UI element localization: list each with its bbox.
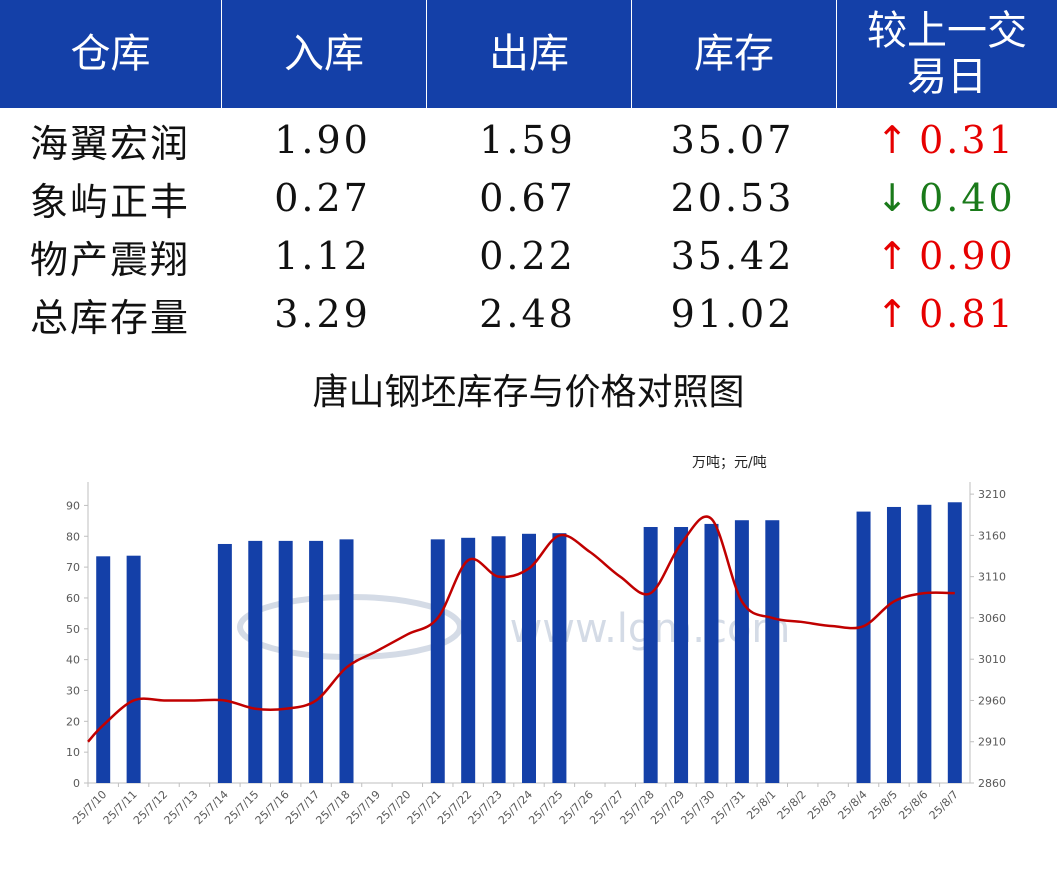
bar [856, 511, 871, 783]
bar [674, 527, 689, 783]
bar [704, 523, 719, 783]
y-tick-label-right: 3210 [978, 488, 1006, 501]
bar [491, 536, 506, 783]
bar [522, 533, 536, 783]
y-tick-label-right: 3160 [978, 529, 1006, 542]
y-tick-label-left: 30 [66, 684, 80, 697]
bar [339, 539, 354, 783]
header-change-line2: 易日 [907, 54, 987, 100]
bar [643, 527, 658, 783]
bar [278, 540, 293, 783]
y-tick-label-left: 10 [66, 746, 80, 759]
y-tick-label-left: 50 [66, 623, 80, 636]
y-tick-label-right: 2910 [978, 736, 1006, 749]
y-tick-label-right: 2860 [978, 777, 1006, 790]
bar [96, 556, 111, 783]
bar [309, 540, 324, 783]
table-row: 物产震翔 1.12 0.22 35.42 ↑ 0.90 [0, 227, 1057, 285]
row-change: ↑ 0.90 [835, 234, 1057, 278]
y-tick-label-right: 3010 [978, 653, 1006, 666]
row-name: 总库存量 [30, 295, 191, 340]
bar [917, 504, 932, 783]
y-tick-label-left: 0 [73, 777, 80, 790]
row-inbound: 0.27 [274, 176, 371, 220]
table-header: 仓库 入库 出库 库存 较上一交 易日 [0, 0, 1057, 108]
row-inbound: 1.12 [274, 234, 371, 278]
x-tick-label: 25/8/4 [835, 788, 869, 822]
bar [886, 506, 901, 783]
header-change: 较上一交 易日 [837, 0, 1057, 108]
header-change-line1: 较上一交 [867, 8, 1027, 54]
y-tick-label-left: 20 [66, 715, 80, 728]
row-stock: 35.07 [670, 118, 795, 162]
table-row: 象屿正丰 0.27 0.67 20.53 ↓ 0.40 [0, 169, 1057, 227]
bar [248, 540, 263, 783]
unit-label: 万吨；元/吨 [692, 455, 767, 471]
row-outbound: 2.48 [479, 292, 576, 336]
row-change: ↑ 0.31 [835, 118, 1057, 162]
row-change-value: 0.81 [919, 292, 1016, 336]
row-name: 物产震翔 [30, 237, 191, 282]
arrow-up-icon: ↑ [876, 234, 912, 278]
row-outbound: 0.22 [479, 234, 576, 278]
row-stock: 35.42 [670, 234, 795, 278]
header-inbound: 入库 [222, 0, 427, 108]
header-outbound: 出库 [427, 0, 632, 108]
bar [734, 520, 749, 783]
row-inbound: 3.29 [274, 292, 371, 336]
y-tick-label-left: 70 [66, 561, 80, 574]
row-outbound: 1.59 [479, 118, 576, 162]
bar [430, 539, 445, 783]
x-tick-label: 25/8/6 [896, 788, 930, 822]
bar [552, 533, 567, 783]
y-tick-label-left: 90 [66, 499, 80, 512]
y-tick-label-left: 60 [66, 592, 80, 605]
row-stock: 91.02 [670, 292, 795, 336]
header-warehouse: 仓库 [0, 0, 222, 108]
y-tick-label-right: 2960 [978, 694, 1006, 707]
price-line [87, 515, 955, 743]
x-tick-label: 25/8/1 [744, 788, 778, 822]
arrow-up-icon: ↑ [876, 292, 912, 336]
row-name: 象屿正丰 [30, 179, 191, 224]
row-change-value: 0.40 [919, 176, 1016, 220]
row-change-value: 0.31 [919, 118, 1016, 162]
x-tick-label: 25/7/31 [709, 788, 748, 827]
row-stock: 20.53 [670, 176, 795, 220]
bar [765, 520, 780, 783]
x-tick-label: 25/8/3 [805, 788, 839, 822]
y-tick-label-right: 3110 [978, 571, 1006, 584]
row-inbound: 1.90 [274, 118, 371, 162]
row-name: 海翼宏润 [30, 121, 191, 166]
bar [461, 537, 476, 783]
table-row: 海翼宏润 1.90 1.59 35.07 ↑ 0.31 [0, 111, 1057, 169]
chart-svg: www.lgm.com01020304050607080902860291029… [66, 482, 1006, 827]
table-row: 总库存量 3.29 2.48 91.02 ↑ 0.81 [0, 285, 1057, 343]
row-change-value: 0.90 [919, 234, 1016, 278]
row-change: ↓ 0.40 [835, 176, 1057, 220]
y-tick-label-left: 80 [66, 530, 80, 543]
x-tick-label: 25/8/7 [927, 788, 961, 822]
bar [126, 555, 141, 783]
row-outbound: 0.67 [479, 176, 576, 220]
arrow-up-icon: ↑ [876, 118, 912, 162]
row-change: ↑ 0.81 [835, 292, 1057, 336]
header-stock: 库存 [632, 0, 837, 108]
arrow-down-icon: ↓ [876, 176, 912, 220]
bar [947, 502, 962, 783]
y-tick-label-left: 40 [66, 654, 80, 667]
x-tick-label: 25/8/5 [866, 788, 900, 822]
y-tick-label-right: 3060 [978, 612, 1006, 625]
bar [217, 543, 232, 783]
chart-title: 唐山钢坯库存与价格对照图 [312, 372, 745, 413]
chart-container: 唐山钢坯库存与价格对照图 万吨；元/吨 www.lgm.com010203040… [0, 345, 1057, 895]
x-tick-label: 25/8/2 [775, 788, 809, 822]
